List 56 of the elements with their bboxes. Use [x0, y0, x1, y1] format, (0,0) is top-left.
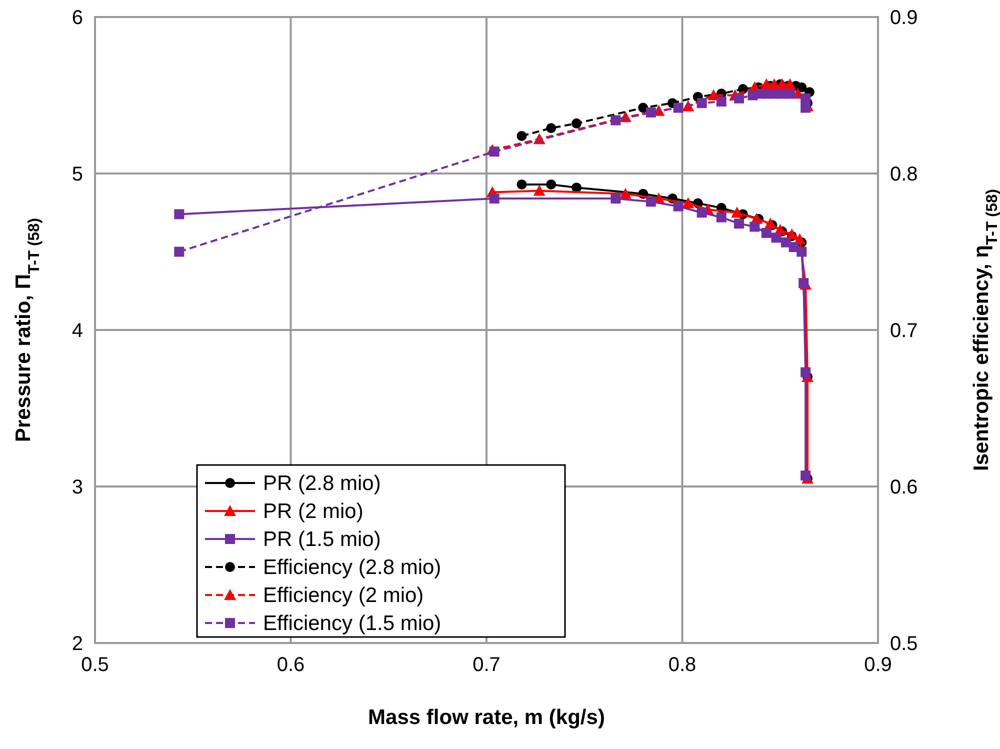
legend-label: PR (2.8 mio) — [263, 472, 381, 495]
x-tick-label: 0.5 — [81, 654, 109, 676]
x-axis-title: Mass flow rate, m (kg/s) — [368, 706, 605, 729]
y2-tick-label: 0.9 — [890, 7, 918, 29]
x-tick-label: 0.9 — [864, 654, 892, 676]
legend-label: Efficiency (2 mio) — [263, 584, 424, 607]
y-tick-label: 4 — [72, 320, 83, 342]
point — [716, 96, 726, 107]
legend-label: Efficiency (1.5 mio) — [263, 612, 442, 635]
y2-tick-label: 0.8 — [890, 164, 918, 186]
y-tick-label: 5 — [72, 164, 83, 186]
point — [764, 218, 776, 229]
point — [798, 278, 809, 288]
point — [572, 118, 582, 128]
point — [546, 179, 556, 190]
y-tick-label: 3 — [72, 476, 83, 498]
point — [489, 146, 500, 157]
point — [516, 179, 527, 190]
y2-tick-label: 0.5 — [890, 633, 918, 655]
y-tick-label: 6 — [72, 7, 83, 29]
point — [731, 206, 744, 218]
x-tick-label: 0.6 — [276, 654, 305, 676]
x-tick-label: 0.7 — [472, 654, 500, 676]
point — [646, 196, 656, 207]
point — [761, 228, 772, 238]
point — [696, 98, 707, 108]
point — [734, 218, 744, 229]
point — [696, 208, 707, 218]
y2-tick-label: 0.7 — [890, 320, 918, 342]
point — [673, 201, 684, 212]
point — [489, 194, 500, 204]
point — [174, 246, 184, 257]
y2-tick-label: 0.6 — [890, 476, 918, 498]
point — [800, 93, 811, 104]
point — [533, 184, 546, 196]
point — [800, 367, 811, 378]
point — [771, 232, 782, 243]
point — [800, 470, 811, 481]
point — [610, 115, 621, 126]
y-tick-label: 2 — [72, 633, 83, 655]
point — [734, 93, 744, 104]
legend-label: PR (1.5 mio) — [263, 528, 381, 551]
legend-label: PR (2 mio) — [263, 500, 364, 523]
point — [174, 209, 184, 220]
point — [516, 130, 527, 141]
point — [546, 123, 556, 134]
point — [716, 212, 726, 222]
x-tick-label: 0.8 — [668, 654, 696, 676]
point — [610, 194, 621, 204]
point — [800, 102, 811, 113]
point — [646, 107, 656, 118]
point — [673, 102, 684, 113]
point — [784, 88, 795, 99]
point — [750, 222, 760, 232]
point — [796, 246, 807, 257]
legend-label: Efficiency (2.8 mio) — [263, 556, 442, 579]
